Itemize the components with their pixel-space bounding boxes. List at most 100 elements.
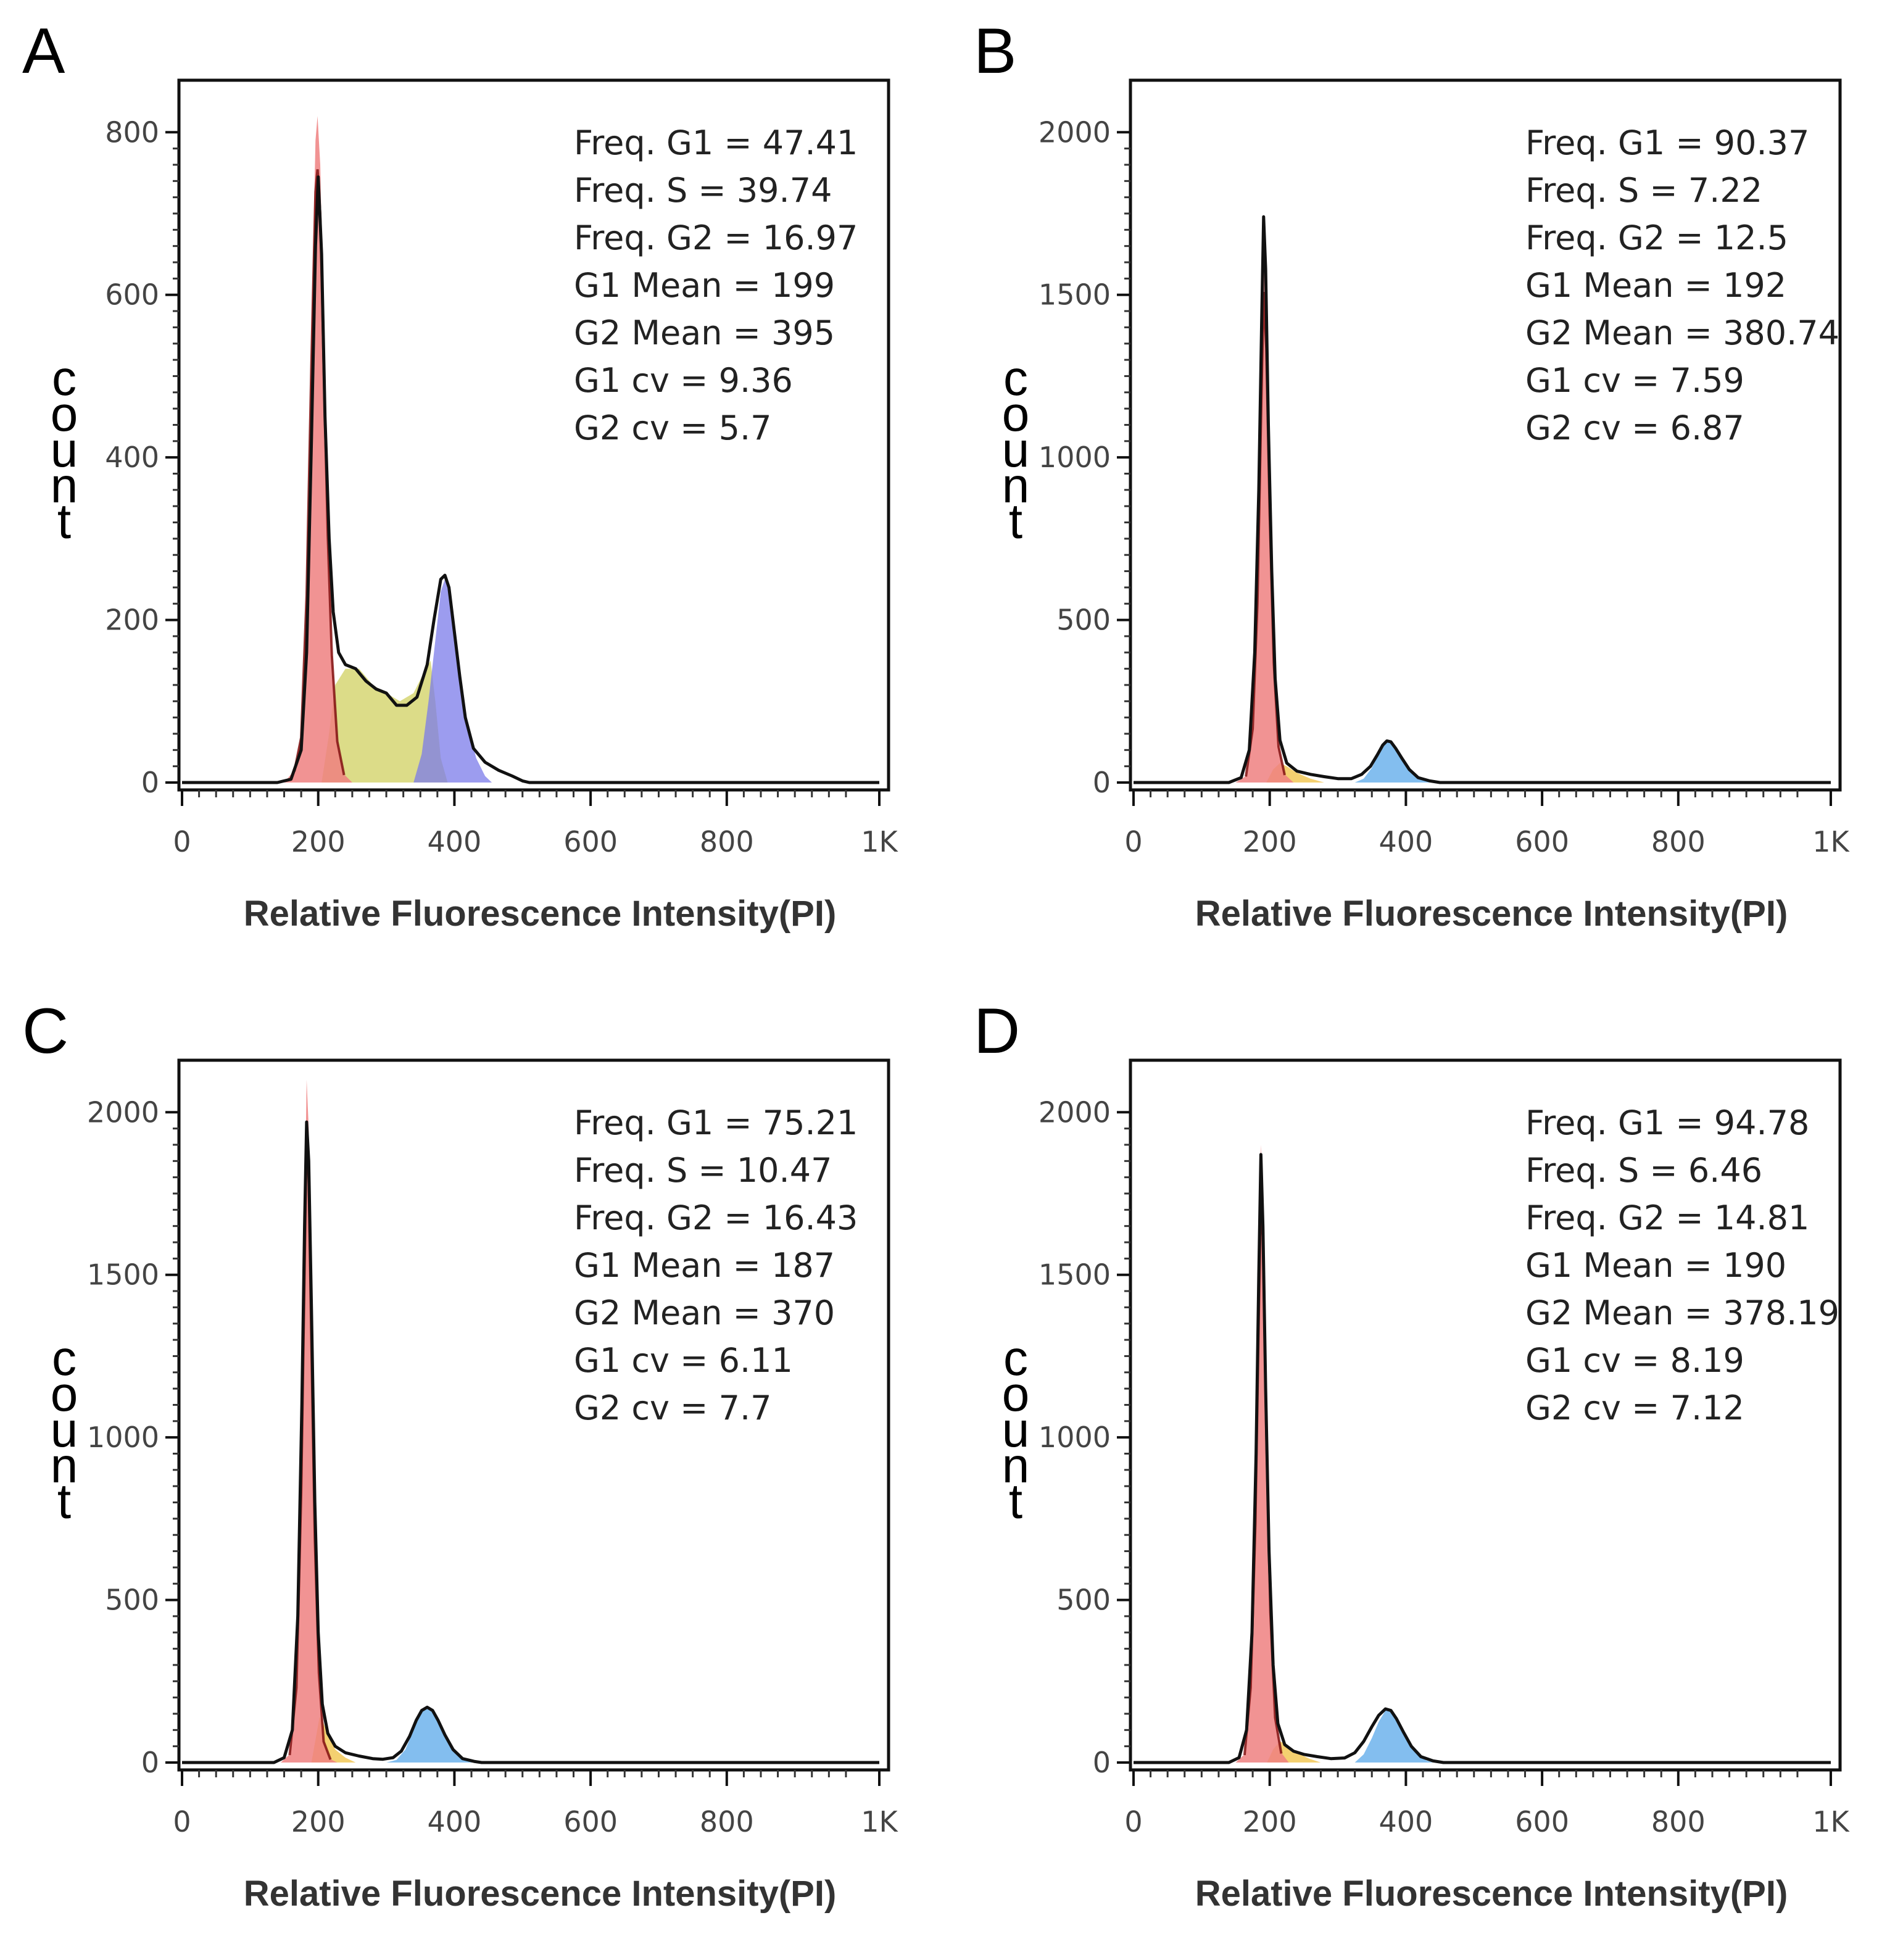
plot-frame (1129, 1058, 1842, 1772)
s-phase-area (182, 660, 879, 783)
stat-line: G1 cv = 6.11 (574, 1341, 793, 1380)
y-tick-label: 200 (105, 604, 159, 637)
stat-line: G2 Mean = 378.19 (1525, 1294, 1839, 1332)
y-tick-label: 2000 (87, 1095, 159, 1129)
y-tick-label: 1500 (87, 1258, 159, 1292)
stat-line: Freq. S = 10.47 (574, 1151, 832, 1190)
chart-B: B 0 500 1000 1500 2000 0 200 400 600 800 1K Relative… (974, 15, 1851, 934)
s-phase-area (1134, 763, 1831, 783)
y-tick-label: 0 (1093, 766, 1111, 799)
chart-C: C 0 500 1000 1500 2000 0 200 400 600 800 1K Relative… (22, 995, 899, 1914)
panel-c: C 0 500 1000 1500 2000 0 200 400 600 800 1K Relative… (0, 980, 952, 1960)
x-tick-label: 1K (861, 825, 898, 858)
y-tick-label: 2000 (1039, 115, 1111, 149)
x-tick-label: 800 (700, 825, 754, 858)
plot-frame (177, 78, 890, 792)
y-tick-label: 600 (105, 278, 159, 312)
panel-letter: A (22, 15, 65, 87)
y-tick-label: 1000 (1039, 441, 1111, 474)
stat-line: Freq. G1 = 47.41 (574, 123, 858, 162)
x-tick-label: 1K (1812, 825, 1850, 858)
x-axis-label: Relative Fluorescence Intensity(PI) (244, 1874, 837, 1914)
panel-letter: C (22, 995, 68, 1067)
panel-d: D 0 500 1000 1500 2000 0 200 400 600 800 1K Relative… (952, 980, 1903, 1960)
y-tick-label: 1500 (1039, 278, 1111, 312)
stats-block: Freq. G1 = 75.21 Freq. S = 10.47 Freq. G2 … (574, 1103, 858, 1427)
x-tick-label: 800 (700, 1805, 754, 1838)
panel-letter: D (974, 995, 1020, 1067)
histogram-line (182, 175, 879, 784)
y-tick-label: 1500 (1039, 1258, 1111, 1292)
histogram-line (1134, 215, 1831, 784)
stat-line: G1 Mean = 192 (1525, 266, 1786, 305)
stat-line: G1 cv = 8.19 (1525, 1341, 1744, 1380)
y-tick-label: 0 (141, 766, 159, 799)
stats-block: Freq. G1 = 47.41 Freq. S = 39.74 Freq. G2 … (574, 123, 858, 447)
stat-line: G2 cv = 7.12 (1525, 1389, 1744, 1427)
histogram-line (182, 1120, 879, 1764)
x-tick-label: 1K (1812, 1805, 1850, 1838)
y-tick-label: 500 (105, 1584, 159, 1617)
x-tick-label: 600 (1515, 1805, 1569, 1838)
stat-line: G2 cv = 7.7 (574, 1389, 771, 1427)
x-tick-label: 1K (861, 1805, 898, 1838)
x-tick-label: 600 (563, 825, 618, 858)
stat-line: Freq. S = 39.74 (574, 171, 832, 210)
stat-line: Freq. S = 7.22 (1525, 171, 1762, 210)
stats-block: Freq. G1 = 94.78 Freq. S = 6.46 Freq. G2 =… (1525, 1103, 1839, 1427)
x-axis-label: Relative Fluorescence Intensity(PI) (244, 894, 837, 934)
stat-line: Freq. G2 = 16.97 (574, 218, 858, 257)
stat-line: Freq. S = 6.46 (1525, 1151, 1762, 1190)
stat-line: G1 cv = 7.59 (1525, 361, 1744, 400)
y-tick-label: 1000 (87, 1421, 159, 1454)
x-tick-label: 400 (1379, 1805, 1433, 1838)
panel-letter: B (974, 15, 1016, 87)
stat-line: Freq. G1 = 90.37 (1525, 123, 1809, 162)
x-tick-label: 600 (1515, 825, 1569, 858)
y-tick-label: 0 (1093, 1746, 1111, 1779)
x-tick-label: 600 (563, 1805, 618, 1838)
chart-A: A 0 200 400 600 800 0 200 400 600 800 1K Relative Fl… (22, 15, 899, 934)
x-tick-label: 0 (173, 1805, 191, 1838)
x-axis-label: Relative Fluorescence Intensity(PI) (1195, 894, 1788, 934)
stat-line: Freq. G1 = 75.21 (574, 1103, 858, 1142)
x-tick-label: 200 (291, 825, 346, 858)
x-tick-label: 400 (1379, 825, 1433, 858)
x-axis-label: Relative Fluorescence Intensity(PI) (1195, 1874, 1788, 1914)
stats-block: Freq. G1 = 90.37 Freq. S = 7.22 Freq. G2 =… (1525, 123, 1839, 447)
stat-line: G2 cv = 5.7 (574, 409, 771, 447)
histogram-line (1134, 1153, 1831, 1764)
x-tick-label: 400 (428, 1805, 482, 1838)
x-tick-label: 400 (428, 825, 482, 858)
x-tick-label: 800 (1651, 825, 1706, 858)
plot-frame (1129, 78, 1842, 792)
x-tick-label: 200 (291, 1805, 346, 1838)
x-tick-label: 0 (1124, 1805, 1142, 1838)
stat-line: G2 Mean = 380.74 (1525, 314, 1839, 352)
stat-line: G2 cv = 6.87 (1525, 409, 1744, 447)
stat-line: G1 Mean = 190 (1525, 1246, 1786, 1285)
g1-phase-area (182, 116, 879, 783)
stat-line: G2 Mean = 395 (574, 314, 835, 352)
y-tick-label: 800 (105, 115, 159, 149)
y-tick-label: 500 (1056, 1584, 1111, 1617)
stat-line: G1 Mean = 199 (574, 266, 835, 305)
x-tick-label: 0 (1124, 825, 1142, 858)
y-tick-label: 1000 (1039, 1421, 1111, 1454)
x-tick-label: 200 (1243, 825, 1297, 858)
y-tick-label: 400 (105, 441, 159, 474)
x-tick-label: 0 (173, 825, 191, 858)
x-tick-label: 200 (1243, 1805, 1297, 1838)
stat-line: Freq. G2 = 12.5 (1525, 218, 1788, 257)
stat-line: Freq. G1 = 94.78 (1525, 1103, 1809, 1142)
stat-line: Freq. G2 = 16.43 (574, 1198, 858, 1237)
stat-line: G2 Mean = 370 (574, 1294, 835, 1332)
y-tick-label: 0 (141, 1746, 159, 1779)
x-tick-label: 800 (1651, 1805, 1706, 1838)
panel-b: B 0 500 1000 1500 2000 0 200 400 600 800 1K Relative… (952, 0, 1903, 980)
stat-line: Freq. G2 = 14.81 (1525, 1198, 1809, 1237)
chart-D: D 0 500 1000 1500 2000 0 200 400 600 800 1K Relative… (974, 995, 1851, 1914)
